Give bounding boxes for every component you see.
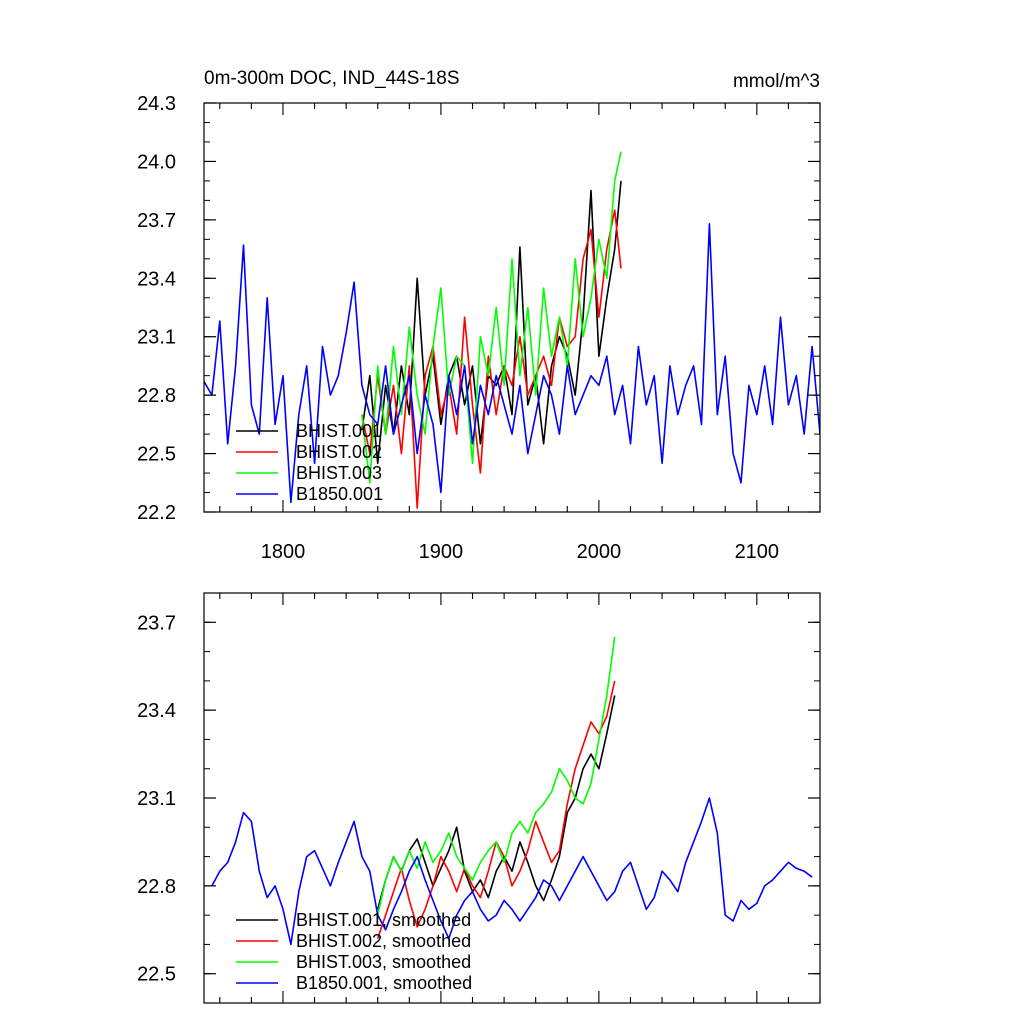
y-tick-label: 24.0 [137, 151, 176, 173]
bottom-panel: 22.5 22.8 23.1 23.4 23.7 BHIST.001, smoothed… [137, 592, 821, 1004]
y-tick-label: 23.7 [137, 612, 176, 634]
x-tick-label: 2000 [577, 541, 622, 563]
legend-label: BHIST.001, smoothed [296, 910, 471, 930]
legend-label: B1850.001, smoothed [296, 973, 472, 993]
top-panel-units: mmol/m^3 [733, 71, 820, 92]
legend-label: BHIST.002 [296, 442, 382, 462]
legend-label: BHIST.003 [296, 463, 382, 483]
legend-label: BHIST.001 [296, 421, 382, 441]
series-line-b1850-001 [204, 223, 820, 504]
x-tick-label: 1800 [261, 541, 306, 563]
y-tick-label: 23.7 [137, 210, 176, 232]
y-tick-label: 22.8 [137, 876, 176, 898]
series-line-bhist-002-smoothed [376, 680, 616, 939]
legend-label: BHIST.002, smoothed [296, 931, 471, 951]
series-line-bhist-002 [361, 209, 622, 509]
top-panel: 0m-300m DOC, IND_44S-18S mmol/m^3 22.222… [137, 68, 821, 563]
bottom-panel-axes: 22.5 22.8 23.1 23.4 23.7 [137, 592, 821, 1004]
y-tick-label: 22.5 [137, 964, 176, 986]
top-panel-series [204, 151, 820, 509]
legend-label: B1850.001 [296, 484, 383, 504]
bottom-panel-series [211, 636, 813, 946]
legend-label: BHIST.003, smoothed [296, 952, 471, 972]
top-panel-axes: 22.2 22.5 22.8 23.1 23.4 23.7 24.0 24.3 1800 1900… [137, 93, 821, 563]
series-line-bhist-003 [361, 151, 622, 484]
series-line-bhist-001-smoothed [376, 695, 616, 910]
y-tick-label: 24.3 [137, 93, 176, 115]
top-panel-title: 0m-300m DOC, IND_44S-18S [204, 68, 460, 89]
y-tick-label: 23.1 [137, 788, 176, 810]
plot-frame [203, 102, 821, 513]
x-tick-label: 1900 [419, 541, 464, 563]
y-tick-label: 22.8 [137, 385, 176, 407]
y-tick-label: 23.4 [137, 268, 176, 290]
series-line-bhist-003-smoothed [376, 636, 616, 916]
series-line-b1850-001-smoothed [211, 797, 813, 946]
y-tick-label: 23.1 [137, 327, 176, 349]
x-tick-label: 2100 [735, 541, 780, 563]
y-tick-label: 22.5 [137, 444, 176, 466]
y-tick-label: 22.2 [137, 502, 176, 524]
y-tick-label: 23.4 [137, 700, 176, 722]
